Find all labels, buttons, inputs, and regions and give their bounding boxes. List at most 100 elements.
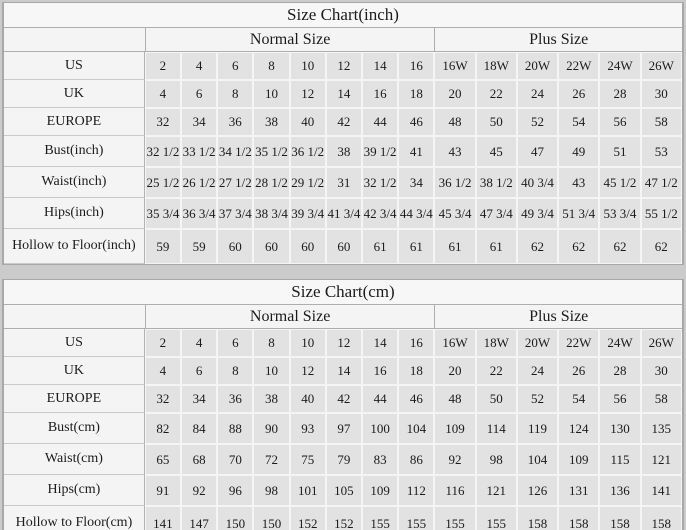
table-title-inch: Size Chart(inch) bbox=[4, 3, 682, 28]
size-cell: 47 1/2 bbox=[640, 167, 682, 198]
size-cell: 100 bbox=[362, 413, 399, 444]
size-cell: 121 bbox=[475, 475, 517, 506]
size-cell: 115 bbox=[599, 444, 641, 475]
size-cell: 42 bbox=[325, 385, 363, 413]
size-cell: 72 bbox=[253, 444, 290, 475]
size-cell: 45 3/4 bbox=[434, 198, 476, 229]
size-cell: 96 bbox=[217, 475, 254, 506]
size-cell: 4 bbox=[144, 80, 181, 108]
row-label: Bust(cm) bbox=[4, 413, 145, 444]
row-label: UK bbox=[4, 80, 145, 108]
size-cell: 150 bbox=[253, 506, 290, 530]
size-cell: 155 bbox=[475, 506, 517, 530]
size-cell: 20W bbox=[516, 329, 559, 357]
size-cell: 105 bbox=[325, 475, 363, 506]
size-cell: 2 bbox=[144, 329, 182, 357]
size-cell: 6 bbox=[217, 52, 254, 80]
size-cell: 48 bbox=[434, 108, 476, 136]
size-cell: 158 bbox=[516, 506, 559, 530]
size-cell: 24W bbox=[599, 52, 641, 80]
size-cell: 20 bbox=[434, 357, 476, 385]
size-cell: 31 bbox=[325, 167, 363, 198]
size-cell: 93 bbox=[289, 413, 326, 444]
size-cell: 34 bbox=[398, 167, 435, 198]
size-cell: 36 3/4 bbox=[181, 198, 218, 229]
size-cell: 70 bbox=[217, 444, 254, 475]
size-cell: 86 bbox=[398, 444, 435, 475]
size-cell: 40 3/4 bbox=[516, 167, 559, 198]
size-cell: 6 bbox=[181, 357, 218, 385]
size-cell: 37 3/4 bbox=[217, 198, 254, 229]
size-cell: 26W bbox=[640, 329, 682, 357]
size-cell: 61 bbox=[398, 229, 435, 264]
table-row: EUROPE 32 34 36 38 40 42 44 46 48 50 52 54 56 58 bbox=[4, 108, 682, 136]
size-cell: 126 bbox=[516, 475, 559, 506]
size-cell: 12 bbox=[325, 52, 363, 80]
size-cell: 136 bbox=[599, 475, 641, 506]
size-cell: 12 bbox=[325, 329, 363, 357]
size-cell: 141 bbox=[144, 506, 182, 530]
size-cell: 32 bbox=[144, 108, 181, 136]
size-cell: 43 bbox=[434, 136, 476, 167]
table-row: Waist(inch) 25 1/2 26 1/2 27 1/2 28 1/2 29 1/… bbox=[4, 167, 682, 198]
size-cell: 53 3/4 bbox=[599, 198, 641, 229]
size-cell: 158 bbox=[558, 506, 600, 530]
size-cell: 8 bbox=[253, 329, 290, 357]
group-header-row: Normal Size Plus Size bbox=[4, 28, 682, 52]
size-cell: 22 bbox=[475, 80, 517, 108]
size-cell: 14 bbox=[325, 80, 363, 108]
size-cell: 61 bbox=[475, 229, 517, 264]
corner-cell bbox=[4, 28, 145, 52]
size-cell: 16 bbox=[398, 329, 435, 357]
size-cell: 61 bbox=[362, 229, 399, 264]
table-row: US 2 4 6 8 10 12 14 16 16W 18W 20W 22W 24W 26W bbox=[4, 52, 682, 80]
size-cell: 8 bbox=[253, 52, 290, 80]
size-cell: 60 bbox=[253, 229, 290, 264]
size-cell: 60 bbox=[325, 229, 363, 264]
size-cell: 109 bbox=[434, 413, 476, 444]
size-cell: 18W bbox=[475, 52, 517, 80]
size-cell: 150 bbox=[217, 506, 254, 530]
size-cell: 62 bbox=[599, 229, 641, 264]
size-chart-inch-body: US 2 4 6 8 10 12 14 16 16W 18W 20W 22W 24W 26W UK 4 6 8 10 1… bbox=[4, 52, 682, 264]
row-label: Hollow to Floor(inch) bbox=[4, 229, 145, 264]
size-cell: 22W bbox=[558, 52, 600, 80]
size-cell: 44 bbox=[362, 108, 399, 136]
size-cell: 60 bbox=[217, 229, 254, 264]
size-cell: 14 bbox=[325, 357, 363, 385]
size-chart-cm-body: US 2 4 6 8 10 12 14 16 16W 18W 20W 22W 24W 26W UK 4 6 8 10 1… bbox=[4, 329, 682, 530]
size-cell: 8 bbox=[217, 80, 254, 108]
size-cell: 36 bbox=[217, 385, 254, 413]
size-cell: 65 bbox=[144, 444, 182, 475]
size-cell: 28 bbox=[599, 357, 641, 385]
size-cell: 119 bbox=[516, 413, 559, 444]
size-cell: 39 1/2 bbox=[362, 136, 399, 167]
size-cell: 114 bbox=[475, 413, 517, 444]
size-cell: 90 bbox=[253, 413, 290, 444]
size-cell: 36 1/2 bbox=[289, 136, 326, 167]
size-cell: 38 bbox=[253, 385, 290, 413]
size-cell: 16W bbox=[434, 52, 476, 80]
table-row: Hollow to Floor(inch) 59 59 60 60 60 60 61 61 61 6… bbox=[4, 229, 682, 264]
table-row: UK 4 6 8 10 12 14 16 18 20 22 24 26 28 30 bbox=[4, 80, 682, 108]
size-cell: 54 bbox=[558, 108, 600, 136]
size-cell: 32 1/2 bbox=[362, 167, 399, 198]
size-cell: 26 1/2 bbox=[181, 167, 218, 198]
size-cell: 62 bbox=[640, 229, 682, 264]
size-cell: 22 bbox=[475, 357, 517, 385]
table-row: Bust(inch) 32 1/2 33 1/2 34 1/2 35 1/2 36 1/2… bbox=[4, 136, 682, 167]
table-row: EUROPE 32 34 36 38 40 42 44 46 48 50 52 54 56 58 bbox=[4, 385, 682, 413]
row-label: Bust(inch) bbox=[4, 136, 145, 167]
size-cell: 104 bbox=[398, 413, 435, 444]
size-cell: 26W bbox=[640, 52, 682, 80]
size-cell: 25 1/2 bbox=[144, 167, 181, 198]
size-chart-inch-table: Size Chart(inch) Normal Size Plus Size U… bbox=[2, 2, 684, 265]
size-cell: 20W bbox=[516, 52, 559, 80]
size-cell: 98 bbox=[475, 444, 517, 475]
title-row: Size Chart(inch) bbox=[4, 3, 682, 28]
size-cell: 4 bbox=[181, 329, 218, 357]
size-cell: 36 1/2 bbox=[434, 167, 476, 198]
size-cell: 40 bbox=[289, 385, 326, 413]
size-cell: 38 3/4 bbox=[253, 198, 290, 229]
row-label: EUROPE bbox=[4, 385, 145, 413]
